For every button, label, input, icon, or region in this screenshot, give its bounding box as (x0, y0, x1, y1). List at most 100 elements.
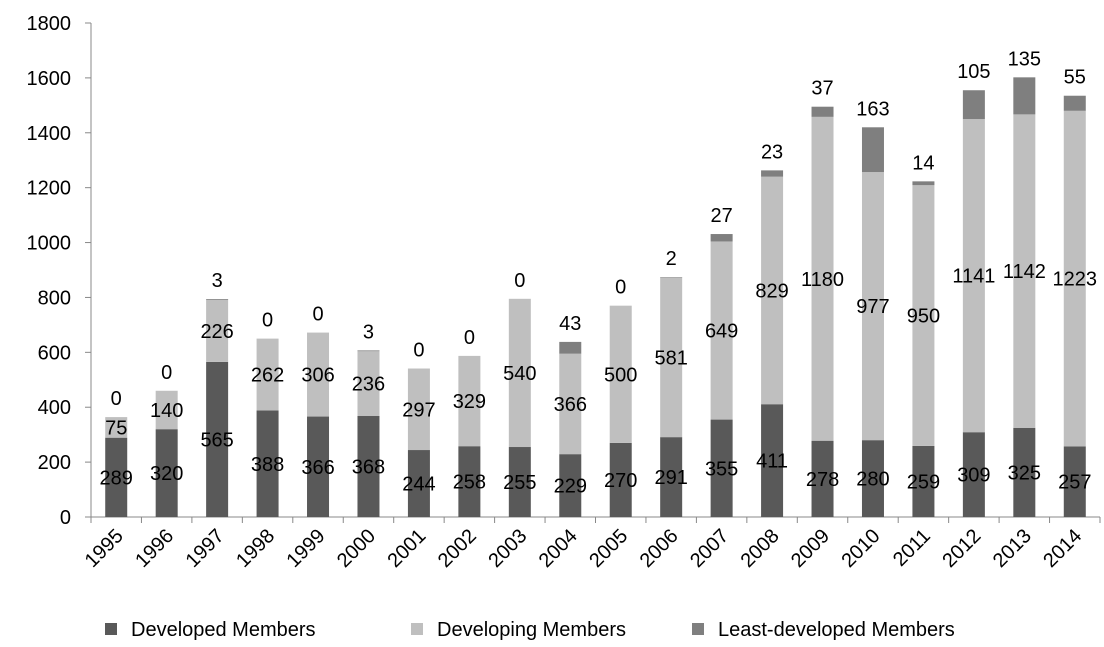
data-label-developing: 1180 (801, 269, 844, 291)
bar-segment-developed (256, 410, 279, 517)
x-tick-label: 2003 (484, 525, 531, 572)
legend-label: Developed Members (131, 619, 316, 641)
bar-segment-developed (912, 445, 935, 517)
data-label-developed: 309 (957, 465, 990, 487)
bar-segment-developing (559, 353, 582, 455)
data-label-developing: 297 (402, 399, 435, 421)
data-label-developed: 355 (705, 458, 738, 480)
y-tick-label: 400 (38, 397, 71, 419)
data-label-developing: 950 (907, 306, 940, 328)
x-tick-label: 2007 (686, 525, 733, 572)
data-label-developed: 244 (402, 474, 435, 496)
bar-segment-developing (1063, 110, 1086, 447)
bar-segment-developed (357, 416, 380, 517)
data-label-developed: 289 (100, 467, 133, 489)
bar-segment-least-developed (660, 277, 683, 278)
bar-segment-least-developed (357, 350, 380, 352)
bar-segment-developed (1063, 446, 1086, 517)
bar-segment-developed (861, 440, 884, 517)
bar-segment-least-developed (710, 234, 733, 242)
data-label-least-developed: 55 (1064, 67, 1086, 89)
y-tick-label: 1200 (27, 178, 72, 200)
data-label-least-developed: 135 (1008, 48, 1041, 70)
x-tick-label: 1995 (81, 525, 128, 572)
data-label-developing: 226 (200, 321, 233, 343)
legend-label: Developing Members (437, 619, 626, 641)
bar-segment-developing (761, 176, 784, 405)
bar-segment-developed (660, 437, 683, 517)
data-label-least-developed: 0 (514, 270, 525, 292)
bar-segment-least-developed (559, 341, 582, 354)
x-tick-label: 2014 (1039, 525, 1086, 572)
bar-segment-developed (508, 447, 531, 517)
bar-segment-developing (912, 185, 935, 446)
data-label-developing: 540 (503, 363, 536, 385)
data-label-developing: 829 (755, 280, 788, 302)
bar-segment-developed (155, 429, 178, 517)
y-tick-label: 200 (38, 452, 71, 474)
data-label-least-developed: 0 (464, 327, 475, 349)
y-tick-label: 1400 (27, 123, 72, 145)
data-label-developed: 291 (654, 467, 687, 489)
bar-segment-least-developed (912, 181, 935, 186)
data-label-developed: 280 (856, 469, 889, 491)
data-label-least-developed: 2 (666, 248, 677, 270)
x-tick-label: 2011 (889, 525, 935, 571)
data-label-developing: 649 (705, 321, 738, 343)
bar-segment-developing (357, 351, 380, 417)
x-tick-label: 2008 (737, 525, 784, 572)
x-tick-label: 2009 (787, 525, 834, 572)
bar-segment-developed (458, 446, 481, 517)
bar-segment-developed (105, 437, 128, 517)
bar-segment-developing (458, 355, 481, 447)
x-tick-label: 2000 (333, 525, 380, 572)
bar-segment-developed (609, 442, 632, 517)
bar-segment-least-developed (1013, 77, 1036, 115)
data-label-least-developed: 23 (761, 141, 783, 163)
data-label-developing: 236 (352, 374, 385, 396)
bar-segment-developing (105, 417, 128, 438)
data-label-developing: 262 (251, 365, 284, 387)
bar-segment-least-developed (1063, 95, 1086, 111)
data-label-least-developed: 27 (711, 205, 733, 227)
data-label-developing: 1142 (1003, 261, 1046, 283)
bar-segment-developing (307, 332, 330, 417)
x-tick-label: 2006 (636, 525, 683, 572)
legend-swatch (411, 623, 423, 635)
bar-segment-developing (1013, 114, 1036, 428)
data-label-developing: 140 (150, 400, 183, 422)
x-tick-label: 1996 (131, 525, 178, 572)
x-tick-label: 2010 (837, 525, 884, 572)
data-label-developed: 278 (806, 469, 839, 491)
bar-segment-developing (710, 241, 733, 420)
data-label-least-developed: 0 (615, 277, 626, 299)
legend-swatch (692, 623, 704, 635)
y-tick-label: 800 (38, 287, 71, 309)
data-label-least-developed: 43 (559, 313, 581, 335)
data-label-developed: 258 (453, 472, 486, 494)
bar-segment-least-developed (861, 127, 884, 173)
data-label-developing: 329 (453, 391, 486, 413)
data-label-least-developed: 105 (957, 61, 990, 83)
x-tick-label: 2005 (585, 525, 632, 572)
bar-segment-least-developed (962, 90, 985, 120)
bar-segment-developing (811, 116, 834, 441)
data-label-developing: 977 (856, 296, 889, 318)
data-label-least-developed: 3 (212, 270, 223, 292)
y-tick-label: 1600 (27, 68, 72, 90)
bar-segment-developed (307, 416, 330, 517)
legend-swatch (105, 623, 117, 635)
data-label-least-developed: 0 (262, 310, 273, 332)
data-label-developed: 388 (251, 454, 284, 476)
bar-segment-least-developed (206, 299, 229, 300)
x-tick-label: 1997 (182, 525, 229, 572)
bar-segment-developing (206, 299, 229, 362)
data-label-developing: 581 (654, 347, 687, 369)
data-label-least-developed: 0 (413, 340, 424, 362)
x-tick-label: 2012 (938, 525, 985, 572)
bar-segment-developing (155, 390, 178, 430)
bar-segment-developed (811, 440, 834, 517)
x-tick-label: 2004 (535, 525, 582, 572)
bar-segment-developing (861, 172, 884, 441)
